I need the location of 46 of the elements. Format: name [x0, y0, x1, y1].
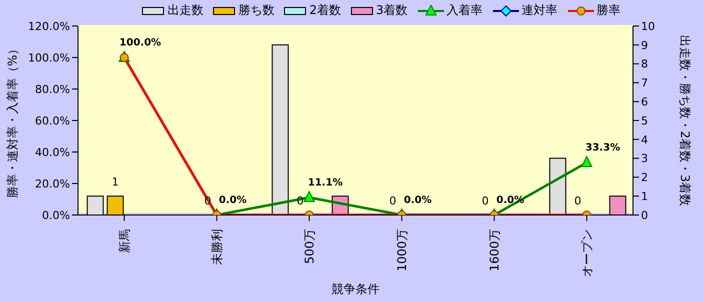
- y2-tick-label: 7: [641, 76, 648, 90]
- data-label: 1: [112, 176, 119, 189]
- y2-tick-label: 5: [641, 114, 648, 128]
- y2-axis-title: 出走数・勝ち数・2着数・3着数: [678, 34, 692, 206]
- data-label: 11.1%: [308, 178, 343, 189]
- data-label: 0: [574, 194, 582, 208]
- y2-tick-label: 8: [641, 58, 648, 71]
- x-axis-title: 競争条件: [332, 282, 380, 296]
- point: [304, 191, 315, 202]
- data-label: 0: [204, 194, 212, 208]
- x-tick-label: 1600万: [487, 229, 502, 272]
- y2-tick-label: 1: [641, 190, 648, 204]
- data-label: 0.0%: [218, 195, 247, 206]
- y2-tick-label: 0: [641, 208, 648, 222]
- y2-tick-label: 2: [641, 171, 648, 184]
- y-axis-title: 勝率・連対率・入着率（%）: [5, 42, 20, 198]
- y2-tick-label: 6: [641, 96, 648, 109]
- y-tick-label: 120.0%: [28, 20, 70, 33]
- y-tick-label: 0.0%: [42, 208, 70, 222]
- y2-tick-label: 9: [641, 38, 648, 52]
- legend-label: 入着率: [446, 2, 483, 19]
- point: [581, 156, 592, 168]
- data-label: 100.0%: [119, 38, 162, 48]
- y-tick-label: 100.0%: [28, 51, 70, 64]
- x-tick-label: 500万: [302, 229, 316, 264]
- legend-label: 勝率: [596, 2, 621, 19]
- x-tick-label: 未勝利: [210, 229, 224, 265]
- legend-label: 出走数: [167, 2, 204, 19]
- data-label: 33.3%: [585, 142, 620, 154]
- legend-label: 勝ち数: [238, 2, 274, 19]
- legend-label: 連対率: [522, 2, 558, 19]
- data-label: 0.0%: [404, 195, 432, 206]
- legend-label: 2着数: [309, 2, 341, 19]
- x-tick-label: 新馬: [117, 229, 132, 253]
- y2-tick-label: 10: [641, 20, 655, 33]
- data-label: 0: [389, 194, 396, 208]
- legend-label: 3着数: [376, 2, 408, 19]
- y2-tick-label: 3: [641, 152, 648, 166]
- x-tick-label: 1000万: [394, 229, 409, 272]
- y-tick-label: 60.0%: [35, 114, 70, 128]
- y-tick-label: 80.0%: [35, 82, 70, 96]
- y2-tick-label: 4: [641, 133, 648, 146]
- x-tick-label: オープン: [580, 229, 594, 277]
- y-tick-label: 20.0%: [35, 177, 70, 190]
- data-label: 0: [482, 194, 489, 208]
- y-tick-label: 40.0%: [35, 146, 70, 159]
